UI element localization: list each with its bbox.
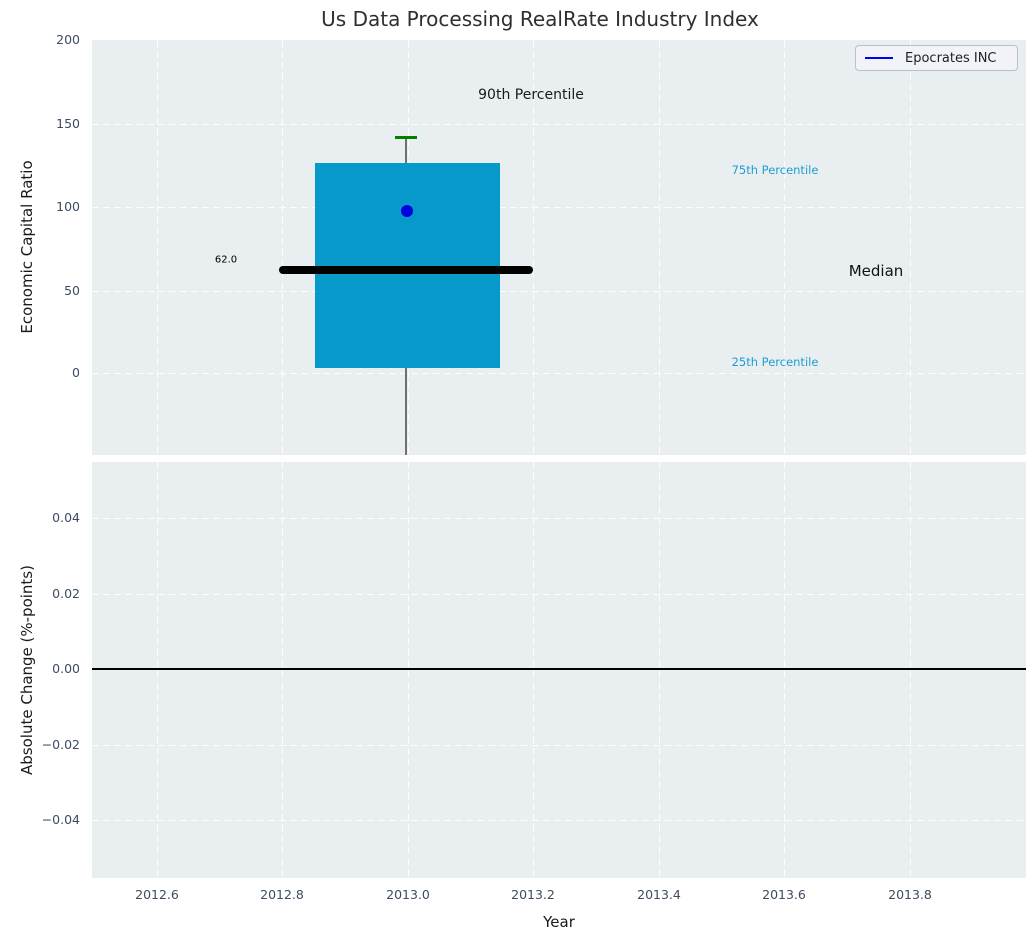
company-point	[401, 205, 413, 217]
gridline	[92, 291, 1026, 292]
bottom-plot-area	[92, 462, 1026, 878]
annotation-median-value: 62.0	[214, 254, 238, 266]
top-plot-area: 90th Percentile 62.0 75th Percentile Med…	[92, 40, 1026, 455]
gridline	[282, 40, 283, 455]
iqr-box	[315, 163, 500, 368]
gridline	[157, 40, 158, 455]
ytick-label: 0.04	[52, 510, 80, 525]
gridline	[92, 373, 1026, 374]
gridline	[92, 518, 1026, 519]
xtick-label: 2013.8	[888, 887, 932, 902]
gridline	[408, 462, 409, 878]
gridline	[533, 40, 534, 455]
gridline	[92, 820, 1026, 821]
x-axis-label: Year	[543, 913, 575, 931]
gridline	[659, 462, 660, 878]
annotation-median: Median	[848, 262, 904, 280]
gridline	[157, 462, 158, 878]
annotation-25th-percentile: 25th Percentile	[731, 355, 819, 369]
gridline	[910, 40, 911, 455]
xtick-label: 2013.0	[386, 887, 430, 902]
top-y-axis-label: Economic Capital Ratio	[18, 160, 36, 334]
ytick-label: 100	[56, 199, 80, 214]
ytick-label: 200	[56, 32, 80, 47]
annotation-75th-percentile: 75th Percentile	[731, 163, 819, 177]
gridline	[784, 40, 785, 455]
gridline	[92, 207, 1026, 208]
ytick-label: 150	[56, 116, 80, 131]
legend-series-label: Epocrates INC	[905, 50, 997, 66]
ytick-label: −0.04	[41, 812, 80, 827]
annotation-90th-percentile: 90th Percentile	[478, 87, 584, 103]
zero-reference-line	[92, 668, 1026, 670]
xtick-label: 2013.4	[637, 887, 681, 902]
legend: Epocrates INC	[855, 45, 1018, 71]
p90-cap	[395, 136, 417, 139]
ytick-label: 50	[64, 283, 80, 298]
gridline	[282, 462, 283, 878]
xtick-label: 2013.6	[762, 887, 806, 902]
ytick-label: 0.02	[52, 586, 80, 601]
xtick-label: 2012.8	[260, 887, 304, 902]
gridline	[533, 462, 534, 878]
chart-title: Us Data Processing RealRate Industry Ind…	[321, 7, 759, 31]
bottom-y-axis-label: Absolute Change (%-points)	[18, 565, 36, 775]
gridline	[910, 462, 911, 878]
xtick-label: 2013.2	[511, 887, 555, 902]
gridline	[784, 462, 785, 878]
ytick-label: 0.00	[52, 661, 80, 676]
xtick-label: 2012.6	[135, 887, 179, 902]
ytick-label: −0.02	[41, 737, 80, 752]
gridline	[92, 124, 1026, 125]
gridline	[92, 594, 1026, 595]
gridline	[659, 40, 660, 455]
legend-line-swatch	[865, 56, 893, 60]
gridline	[92, 745, 1026, 746]
median-line	[279, 266, 533, 274]
ytick-label: 0	[72, 365, 80, 380]
